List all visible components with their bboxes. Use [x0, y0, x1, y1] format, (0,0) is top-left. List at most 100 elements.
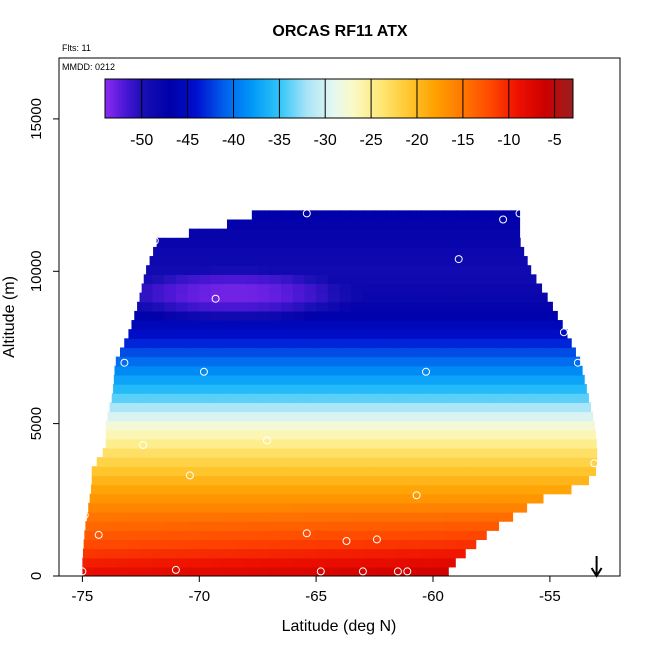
- heatmap-cell: [199, 374, 212, 385]
- heatmap-cell: [117, 411, 130, 422]
- heatmap-cell: [164, 475, 177, 486]
- heatmap-cell: [210, 310, 224, 321]
- heatmap-cell: [292, 420, 306, 431]
- heatmap-cell: [175, 448, 189, 458]
- heatmap-cell: [538, 283, 543, 294]
- heatmap-cell: [152, 320, 165, 330]
- heatmap-cell: [234, 347, 247, 358]
- heatmap-cell: [468, 274, 481, 285]
- heatmap-cell: [468, 466, 481, 477]
- heatmap-cell: [281, 384, 294, 394]
- heatmap-cell: [117, 393, 130, 403]
- heatmap-cell: [327, 402, 341, 413]
- flight-point: [263, 436, 271, 445]
- heatmap-cell: [234, 393, 247, 403]
- heatmap-cell: [397, 256, 411, 266]
- heatmap-cell: [421, 365, 434, 376]
- colorbar-tick-label: -35: [268, 132, 291, 149]
- heatmap-cell: [269, 237, 282, 248]
- heatmap-cell: [479, 292, 493, 303]
- heatmap-cell: [222, 374, 235, 385]
- heatmap-cell: [269, 338, 282, 349]
- heatmap-cell: [246, 475, 259, 486]
- heatmap-cell: [164, 438, 177, 449]
- heatmap-cell: [246, 521, 259, 531]
- flight-point: [403, 567, 412, 576]
- heatmap-cell: [362, 502, 376, 513]
- heatmap-cell: [444, 530, 457, 541]
- colorbar-ticks: -50 -45 -40 -35 -30 -25 -20 -15 -10 -5: [130, 79, 562, 149]
- heatmap-cell: [187, 365, 200, 376]
- heatmap-cell: [491, 420, 504, 431]
- heatmap-cell: [222, 402, 235, 413]
- heatmap-cell: [503, 512, 514, 522]
- heatmap-cell: [386, 274, 399, 285]
- heatmap-cell: [120, 347, 130, 358]
- heatmap-cell: [304, 512, 317, 522]
- heatmap-cell: [115, 356, 119, 367]
- flight-point: [78, 567, 87, 576]
- heatmap-cell: [129, 329, 142, 339]
- heatmap-cell: [374, 329, 387, 339]
- heatmap-cell: [433, 237, 446, 248]
- heatmap-cell: [503, 283, 516, 294]
- heatmap-cell: [210, 338, 224, 349]
- heatmap-cell: [234, 502, 247, 513]
- heatmap-cell: [327, 438, 341, 449]
- heatmap-layer: [82, 210, 598, 576]
- heatmap-cell: [234, 356, 247, 367]
- heatmap-cell: [514, 374, 528, 385]
- heatmap-cell: [409, 566, 422, 576]
- heatmap-cell: [199, 338, 212, 349]
- heatmap-cell: [339, 374, 352, 385]
- heatmap-cell: [94, 475, 107, 486]
- heatmap-cell: [129, 548, 142, 559]
- heatmap-cell: [210, 411, 224, 422]
- heatmap-cell: [339, 274, 352, 285]
- heatmap-cell: [444, 566, 449, 576]
- heatmap-cell: [444, 475, 457, 486]
- heatmap-cell: [246, 338, 259, 349]
- heatmap-cell: [421, 356, 434, 367]
- heatmap-cell: [117, 502, 130, 513]
- heatmap-cell: [316, 393, 329, 403]
- heatmap-cell: [281, 539, 294, 550]
- heatmap-cell: [222, 393, 235, 403]
- heatmap-cell: [456, 292, 469, 303]
- heatmap-cell: [397, 384, 411, 394]
- heatmap-cell: [444, 393, 457, 403]
- heatmap-cell: [479, 466, 493, 477]
- heatmap-cell: [175, 356, 189, 367]
- heatmap-cell: [117, 521, 130, 531]
- heatmap-cell: [105, 566, 119, 576]
- heatmap-cell: [561, 384, 574, 394]
- heatmap-cell: [397, 210, 411, 221]
- heatmap-cell: [421, 320, 434, 330]
- heatmap-cell: [129, 566, 142, 576]
- heatmap-cell: [339, 310, 352, 321]
- heatmap-cell: [164, 420, 177, 431]
- heatmap-cell: [152, 356, 165, 367]
- heatmap-cell: [292, 265, 306, 275]
- heatmap-cell: [175, 393, 189, 403]
- heatmap-cell: [409, 402, 422, 413]
- heatmap-cell: [164, 402, 177, 413]
- heatmap-cell: [84, 530, 95, 541]
- heatmap-cell: [421, 384, 434, 394]
- heatmap-cell: [409, 457, 422, 467]
- heatmap-cell: [374, 566, 387, 576]
- heatmap-cell: [573, 411, 586, 422]
- heatmap-cell: [117, 557, 130, 568]
- colorbar-tick-label: -30: [314, 132, 337, 149]
- heatmap-cell: [187, 310, 200, 321]
- heatmap-cell: [304, 384, 317, 394]
- heatmap-cell: [222, 310, 235, 321]
- heatmap-cell: [421, 374, 434, 385]
- heatmap-cell: [164, 256, 177, 266]
- heatmap-cell: [269, 438, 282, 449]
- heatmap-cell: [210, 502, 224, 513]
- heatmap-cell: [351, 310, 364, 321]
- date-label: MMDD: 0212: [62, 62, 115, 72]
- heatmap-cell: [281, 310, 294, 321]
- heatmap-cell: [409, 374, 422, 385]
